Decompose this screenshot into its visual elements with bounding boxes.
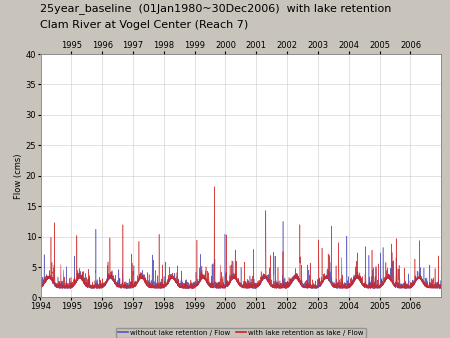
with lake retention as lake / Flow bbox=[420, 279, 426, 283]
without lake retention / Flow bbox=[420, 281, 426, 285]
Text: 25year_baseline  (01Jan1980~30Dec2006)  with lake retention: 25year_baseline (01Jan1980~30Dec2006) wi… bbox=[40, 3, 392, 14]
with lake retention as lake / Flow bbox=[436, 275, 441, 280]
without lake retention / Flow bbox=[436, 285, 441, 289]
with lake retention as lake / Flow bbox=[172, 277, 177, 281]
without lake retention / Flow bbox=[438, 286, 444, 290]
without lake retention / Flow bbox=[172, 277, 177, 281]
with lake retention as lake / Flow bbox=[438, 285, 444, 289]
with lake retention as lake / Flow bbox=[214, 286, 220, 290]
with lake retention as lake / Flow bbox=[212, 185, 217, 189]
without lake retention / Flow bbox=[214, 286, 219, 290]
without lake retention / Flow bbox=[38, 285, 43, 289]
with lake retention as lake / Flow bbox=[38, 284, 43, 288]
without lake retention / Flow bbox=[283, 286, 288, 290]
Y-axis label: Flow (cms): Flow (cms) bbox=[14, 153, 23, 198]
without lake retention / Flow bbox=[306, 286, 312, 290]
without lake retention / Flow bbox=[280, 219, 286, 223]
without lake retention / Flow bbox=[38, 286, 44, 290]
with lake retention as lake / Flow bbox=[306, 283, 312, 287]
Legend: without lake retention / Flow, with lake retention as lake / Flow: without lake retention / Flow, with lake… bbox=[116, 328, 366, 338]
Line: without lake retention / Flow: without lake retention / Flow bbox=[40, 221, 441, 288]
with lake retention as lake / Flow bbox=[65, 286, 70, 290]
Text: Clam River at Vogel Center (Reach 7): Clam River at Vogel Center (Reach 7) bbox=[40, 20, 249, 30]
with lake retention as lake / Flow bbox=[38, 283, 44, 287]
Line: with lake retention as lake / Flow: with lake retention as lake / Flow bbox=[40, 187, 441, 288]
